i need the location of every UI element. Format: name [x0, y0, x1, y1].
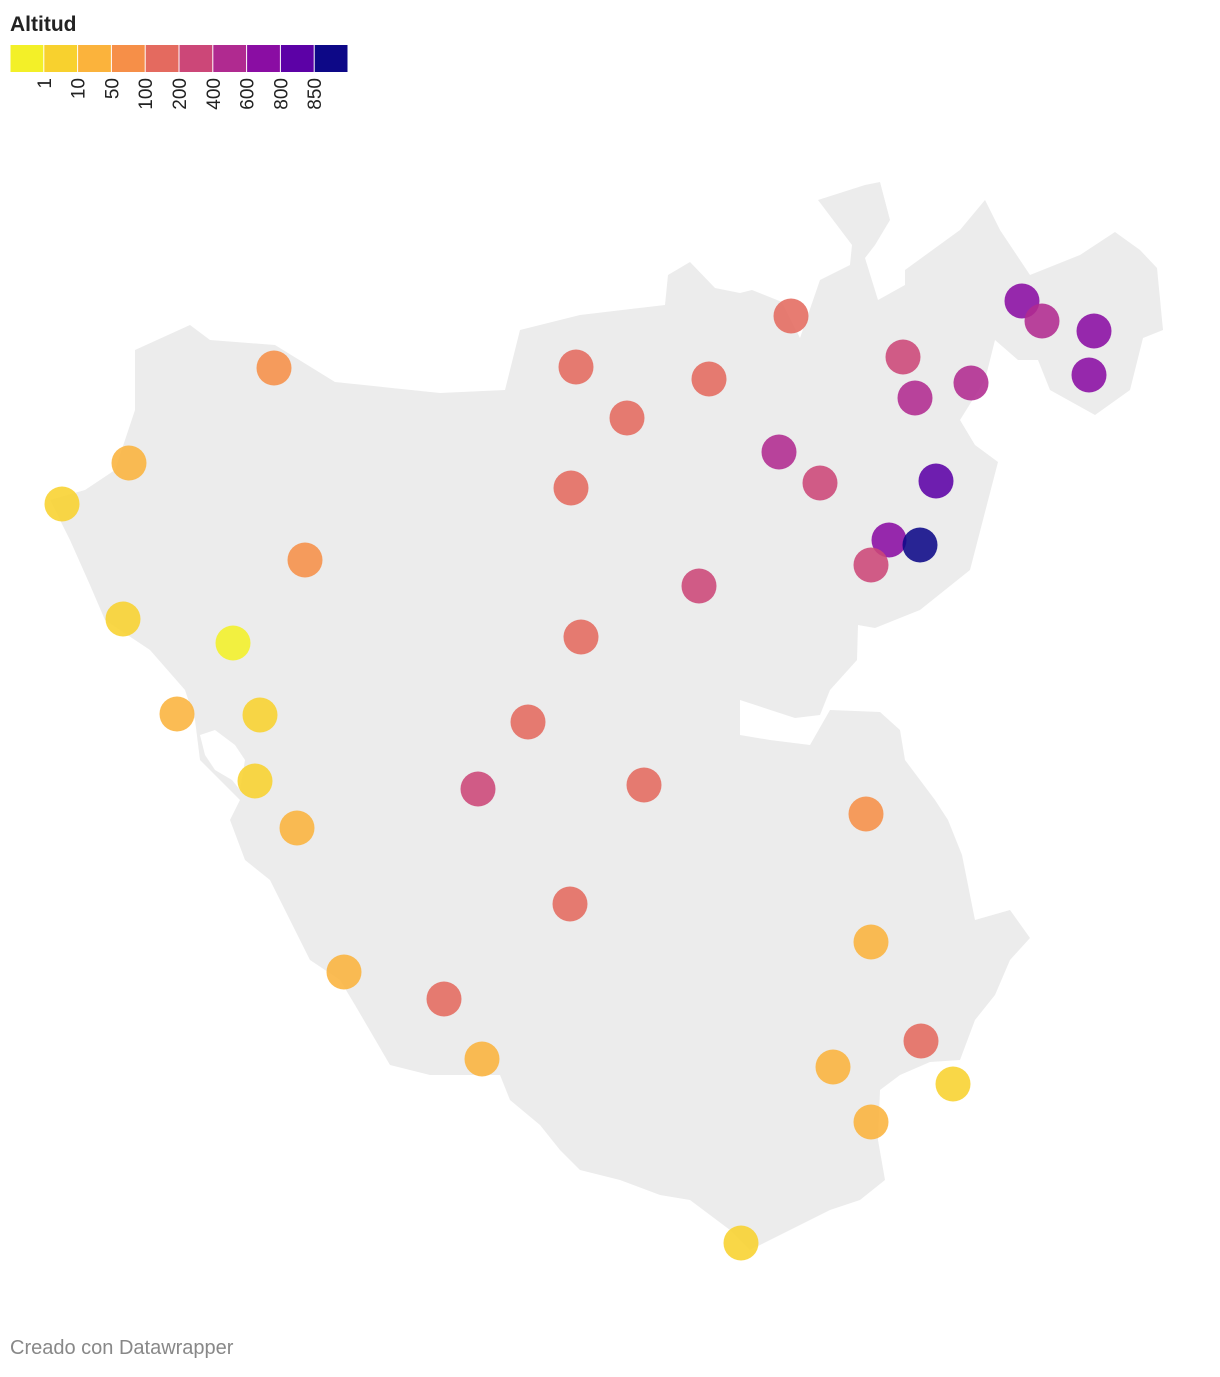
- location-point: [558, 349, 594, 385]
- location-point: [510, 704, 546, 740]
- location-point: [871, 522, 907, 558]
- legend-tick-label: 50: [102, 78, 123, 99]
- location-point: [918, 463, 954, 499]
- legend-tick-label: 800: [271, 78, 292, 110]
- location-point: [723, 1225, 759, 1261]
- location-point: [256, 350, 292, 386]
- location-point: [885, 339, 921, 375]
- location-point: [853, 924, 889, 960]
- location-point: [460, 771, 496, 807]
- location-point: [953, 365, 989, 401]
- location-point: [609, 400, 645, 436]
- location-point: [1076, 313, 1112, 349]
- location-point: [552, 886, 588, 922]
- location-point: [815, 1049, 851, 1085]
- location-point: [681, 568, 717, 604]
- legend-tick-label: 600: [238, 78, 259, 110]
- location-point: [897, 380, 933, 416]
- legend-swatch: [179, 45, 213, 72]
- location-point: [215, 625, 251, 661]
- legend-swatch: [280, 45, 314, 72]
- location-point: [853, 1104, 889, 1140]
- legend-swatch: [78, 45, 111, 72]
- legend-swatch: [247, 45, 280, 72]
- legend-tick-label: 200: [170, 78, 191, 110]
- location-point: [159, 696, 195, 732]
- location-point: [691, 361, 727, 397]
- location-point: [935, 1066, 971, 1102]
- legend-swatch: [111, 45, 145, 72]
- province-shape: [50, 182, 1163, 1250]
- legend-swatch: [213, 45, 247, 72]
- location-point: [553, 470, 589, 506]
- legend-tick-label: 850: [305, 78, 326, 110]
- location-point: [626, 767, 662, 803]
- legend: 1 10 50 100 200 400 600 800 850: [10, 45, 348, 110]
- points: [44, 283, 1112, 1261]
- location-point: [848, 796, 884, 832]
- location-point: [44, 486, 80, 522]
- location-point: [853, 547, 889, 583]
- location-point: [1024, 303, 1060, 339]
- legend-tick-label: 1: [35, 78, 56, 89]
- location-point: [279, 810, 315, 846]
- legend-swatch: [314, 45, 348, 72]
- legend-swatch: [145, 45, 179, 72]
- location-point: [426, 981, 462, 1017]
- location-point: [761, 434, 797, 470]
- location-point: [237, 763, 273, 799]
- location-point: [464, 1041, 500, 1077]
- location-point: [242, 697, 278, 733]
- location-point: [105, 601, 141, 637]
- footer: Creado con Datawrapper: [10, 1337, 234, 1359]
- location-point: [287, 542, 323, 578]
- legend-swatch: [10, 45, 44, 72]
- location-point: [903, 1023, 939, 1059]
- location-point: [111, 445, 147, 481]
- location-point: [563, 619, 599, 655]
- location-point: [773, 298, 809, 334]
- location-point: [1071, 357, 1107, 393]
- legend-tick-label: 400: [204, 78, 225, 110]
- legend-title: Altitud: [10, 13, 76, 36]
- location-point: [326, 954, 362, 990]
- location-point: [802, 465, 838, 501]
- legend-tick-label: 10: [69, 78, 90, 99]
- location-point: [902, 527, 938, 563]
- legend-swatch: [44, 45, 78, 72]
- legend-tick-label: 100: [136, 78, 157, 110]
- bay: [200, 730, 245, 790]
